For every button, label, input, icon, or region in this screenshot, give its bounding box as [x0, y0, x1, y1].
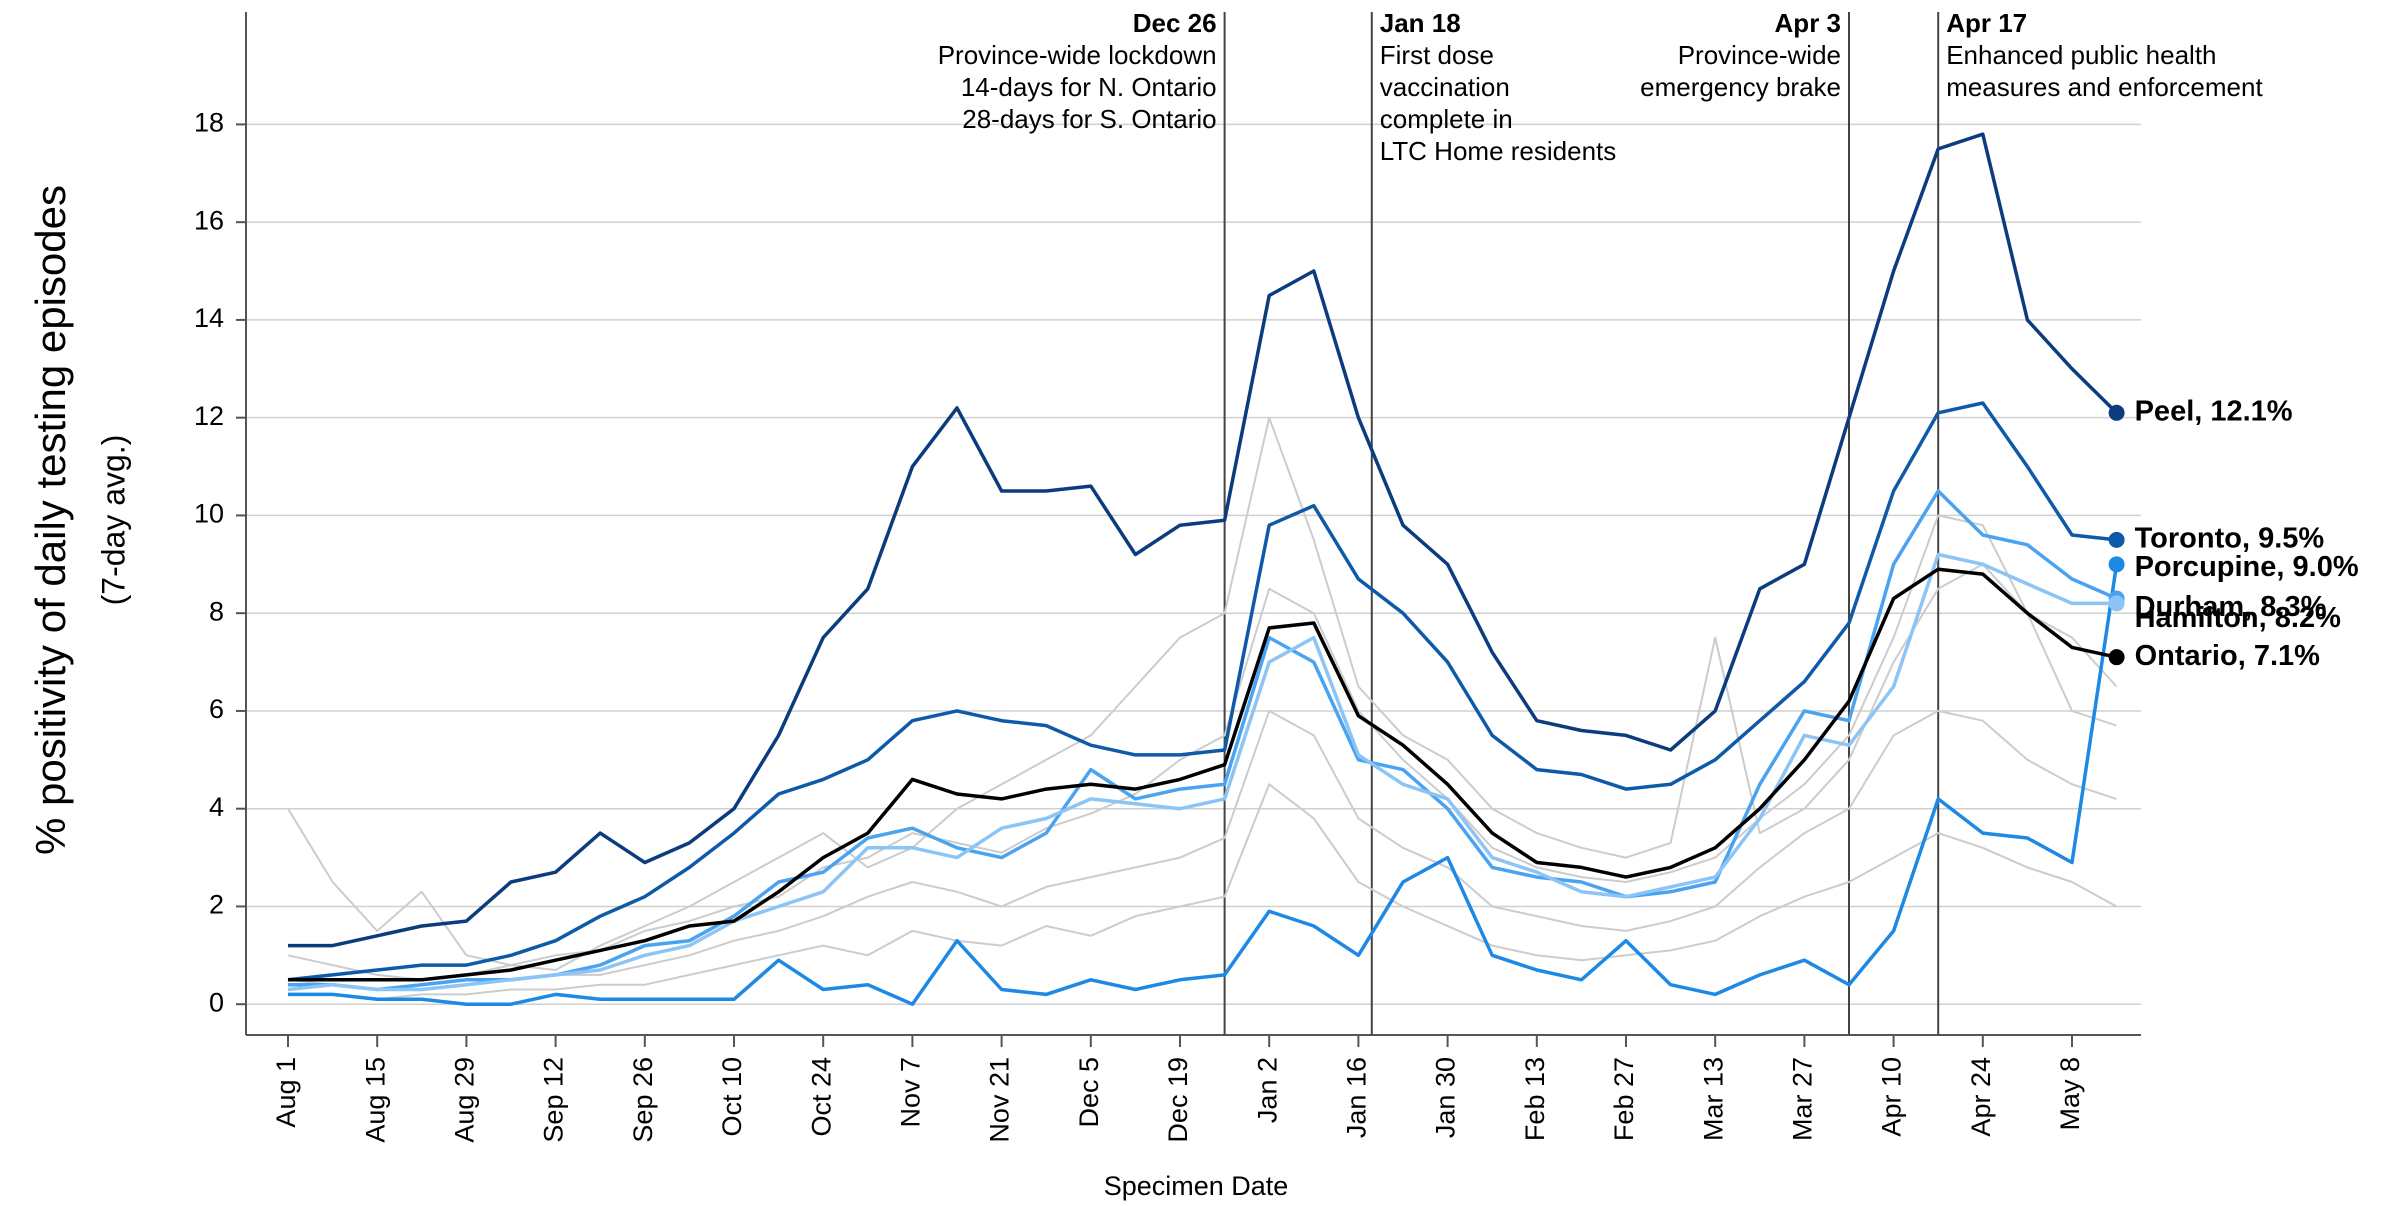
x-tick-label: Mar 13	[1698, 1057, 1728, 1141]
annotation-text: First dose	[1380, 40, 1494, 70]
x-tick-label: Apr 24	[1966, 1057, 1996, 1137]
series-label: Hamilton, 8.2%	[2135, 602, 2341, 634]
end-point	[2108, 531, 2125, 548]
x-tick-label: Dec 5	[1074, 1057, 1104, 1128]
x-tick-label: Sep 12	[539, 1057, 569, 1143]
annotation-text: LTC Home residents	[1380, 136, 1617, 166]
x-tick-label: Aug 29	[450, 1057, 480, 1143]
series-label: Ontario, 7.1%	[2135, 640, 2321, 672]
x-tick-label: Apr 10	[1877, 1057, 1907, 1137]
x-tick-label: Oct 24	[806, 1057, 836, 1137]
x-tick-label: Sep 26	[628, 1057, 658, 1143]
annotation-text: Enhanced public health	[1946, 40, 2216, 70]
x-tick-label: Nov 7	[896, 1057, 926, 1128]
annotation-text: 28-days for S. Ontario	[962, 104, 1216, 134]
y-axis-subtitle: (7-day avg.)	[95, 435, 131, 606]
y-tick-label: 18	[194, 108, 224, 138]
annotation-date: Apr 3	[1775, 8, 1841, 38]
annotation-text: measures and enforcement	[1946, 72, 2263, 102]
y-axis-title: % positivity of daily testing episodes	[27, 185, 74, 855]
x-axis-title: Specimen Date	[1104, 1171, 1289, 1201]
x-tick-label: May 8	[2055, 1057, 2085, 1131]
y-tick-label: 10	[194, 499, 224, 529]
end-point	[2108, 595, 2125, 612]
y-tick-label: 14	[194, 303, 224, 333]
annotation-text: vaccination	[1380, 72, 1510, 102]
annotation-text: complete in	[1380, 104, 1513, 134]
y-tick-label: 0	[209, 987, 224, 1017]
annotation-date: Apr 17	[1946, 8, 2027, 38]
y-tick-label: 4	[209, 792, 224, 822]
background-line	[287, 709, 2117, 991]
x-tick-label: Oct 10	[717, 1057, 747, 1137]
series-label: Durham, 8.3%	[2135, 591, 2327, 623]
series-line	[288, 567, 2117, 982]
background-line	[288, 783, 2118, 1001]
x-tick-label: Aug 1	[271, 1057, 301, 1128]
end-point	[2108, 649, 2125, 666]
series-label: Toronto, 9.5%	[2135, 523, 2325, 555]
series-line	[287, 552, 2117, 992]
end-point	[2108, 404, 2125, 421]
annotation-date: Dec 26	[1133, 8, 1217, 38]
x-tick-label: Mar 27	[1788, 1057, 1818, 1141]
x-tick-label: Feb 27	[1609, 1057, 1639, 1141]
series-line	[288, 489, 2118, 992]
series-label: Peel, 12.1%	[2135, 395, 2293, 427]
y-tick-label: 12	[194, 401, 224, 431]
x-tick-label: Jan 30	[1431, 1057, 1461, 1138]
series-line	[288, 564, 2119, 1006]
annotation-text: emergency brake	[1640, 72, 1841, 102]
x-tick-label: Nov 21	[985, 1057, 1015, 1143]
annotation-text: Province-wide lockdown	[938, 40, 1217, 70]
background-line	[287, 514, 2117, 981]
y-tick-label: 16	[194, 205, 224, 235]
x-tick-label: Feb 13	[1520, 1057, 1550, 1141]
x-tick-label: Aug 15	[360, 1057, 390, 1143]
y-tick-label: 2	[209, 890, 224, 920]
series-line	[287, 401, 2117, 982]
annotation-text: 14-days for N. Ontario	[961, 72, 1217, 102]
x-tick-label: Jan 16	[1342, 1057, 1372, 1138]
series-line	[288, 132, 2118, 948]
y-tick-label: 6	[209, 694, 224, 724]
background-line	[287, 416, 2118, 971]
annotation-text: Province-wide	[1678, 40, 1841, 70]
end-point	[2108, 556, 2125, 573]
x-tick-label: Jan 2	[1252, 1057, 1282, 1123]
series-label: Porcupine, 9.0%	[2135, 551, 2359, 583]
annotation-date: Jan 18	[1380, 8, 1461, 38]
y-tick-label: 8	[209, 596, 224, 626]
x-tick-label: Dec 19	[1163, 1057, 1193, 1143]
